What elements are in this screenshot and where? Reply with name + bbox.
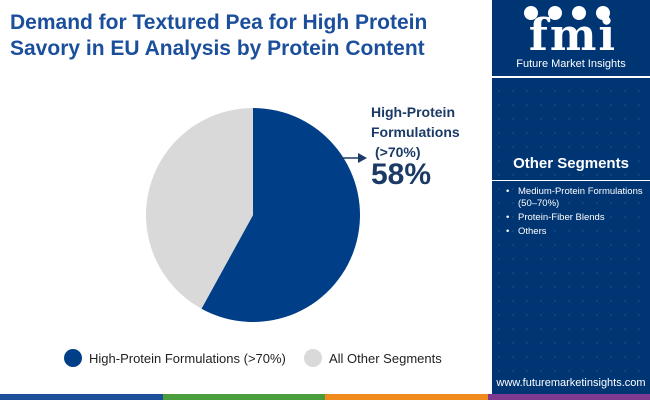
bottom-bar-segment: [162, 394, 325, 400]
bottom-bar-segment: [487, 394, 650, 400]
logo-subtitle: Future Market Insights: [516, 58, 626, 70]
pie-slice-other: [146, 108, 253, 309]
legend-item-high-protein: High-Protein Formulations (>70%): [64, 347, 286, 369]
other-segments-list: Medium-Protein Formulations (50–70%) Pro…: [504, 186, 644, 240]
bottom-bar-segment: [325, 394, 488, 400]
pie-chart: [146, 108, 367, 322]
logo-text: fmi: [528, 10, 618, 61]
callout-label-line1: High-Protein: [371, 104, 455, 120]
logo-dot-icon: [524, 6, 538, 20]
list-item: Protein-Fiber Blends: [504, 212, 644, 224]
callout-label-line3: (>70%): [375, 144, 421, 160]
bottom-bar-segment: [0, 394, 163, 400]
legend-swatch-other: [304, 349, 322, 367]
logo: fmi Future Market Insights: [492, 0, 650, 78]
pie-slice-high-protein: [201, 108, 360, 322]
divider: [492, 180, 650, 181]
legend-swatch-high-protein: [64, 349, 82, 367]
sidebar: fmi Future Market Insights Other Segment…: [492, 0, 650, 394]
other-segments-heading: Other Segments: [513, 155, 629, 172]
pie-slices: [146, 108, 360, 322]
callout-label-line2: Formulations: [371, 124, 460, 140]
bottom-color-bar: [0, 394, 650, 400]
list-item: Others: [504, 226, 644, 238]
website-link[interactable]: www.futuremarketinsights.com: [496, 377, 646, 389]
legend-item-other: All Other Segments: [304, 347, 442, 369]
legend-label-other: All Other Segments: [329, 350, 442, 366]
logo-dot-icon: [548, 6, 562, 20]
chart-legend: High-Protein Formulations (>70%) All Oth…: [64, 347, 484, 369]
legend-label-high-protein: High-Protein Formulations (>70%): [89, 350, 286, 366]
chart-title-line1: Demand for Textured Pea for High Protein: [10, 11, 428, 34]
callout-arrow: [340, 153, 367, 163]
chart-title-line2: Savory in EU Analysis by Protein Content: [10, 37, 425, 60]
list-item: Medium-Protein Formulations (50–70%): [504, 186, 644, 210]
logo-dot-icon: [572, 6, 586, 20]
logo-dot-icon: [596, 6, 610, 20]
logo-icons: [518, 6, 628, 20]
chart-title: Demand for Textured Pea for High Protein…: [10, 10, 490, 62]
callout-label: High-Protein Formulations (>70%): [371, 102, 491, 162]
callout-percent: 58%: [371, 158, 432, 191]
